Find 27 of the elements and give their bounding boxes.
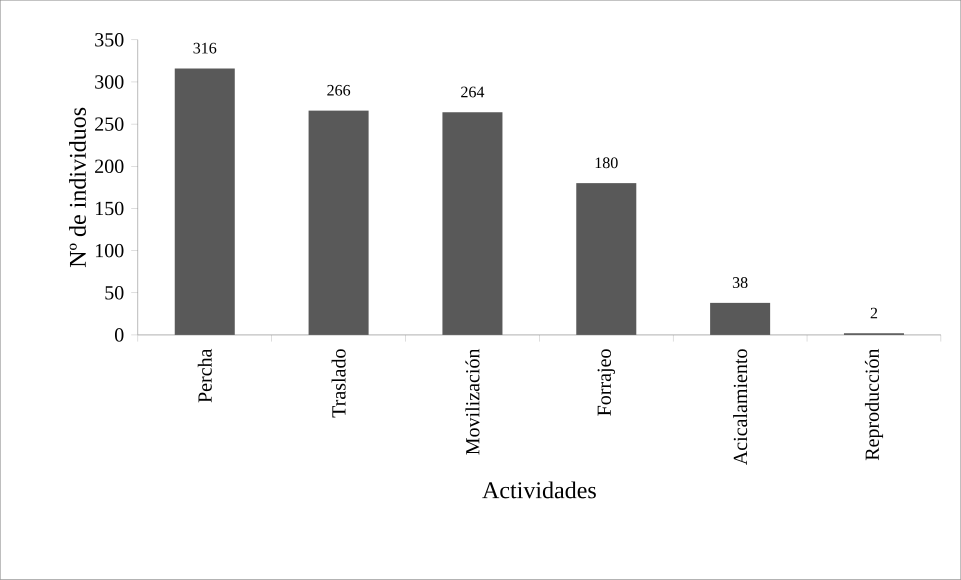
x-tick-label: Acicalamiento (733, 349, 748, 466)
data-label: 180 (596, 157, 618, 168)
data-label: 38 (732, 277, 748, 288)
y-tick-label: 300 (95, 75, 124, 89)
data-label: 266 (327, 85, 350, 96)
x-tick-label: Traslado (332, 349, 346, 418)
y-tick-label: 200 (95, 160, 124, 174)
y-tick-label: 250 (95, 117, 124, 131)
x-tick-label: Forrajeo (598, 349, 616, 416)
bar (174, 68, 235, 336)
data-label: 264 (461, 86, 484, 98)
x-tick-label: Percha (198, 348, 212, 402)
x-tick-label: Reproducción (864, 348, 884, 460)
y-tick-label: 150 (96, 202, 124, 216)
data-label: 2 (870, 308, 878, 318)
y-tick-label: 350 (95, 33, 124, 47)
bar (442, 112, 502, 336)
x-axis-title: Actividades (482, 482, 596, 498)
y-axis-title: Nº de individuos (69, 108, 86, 268)
bar (576, 183, 636, 336)
bar (308, 110, 369, 336)
y-tick-label: 100 (96, 244, 124, 258)
bar (710, 302, 770, 336)
data-label: 316 (194, 42, 216, 54)
y-tick-label: 0 (114, 328, 124, 342)
y-tick-label: 50 (105, 286, 124, 300)
x-tick-label: Movilización (465, 348, 480, 455)
